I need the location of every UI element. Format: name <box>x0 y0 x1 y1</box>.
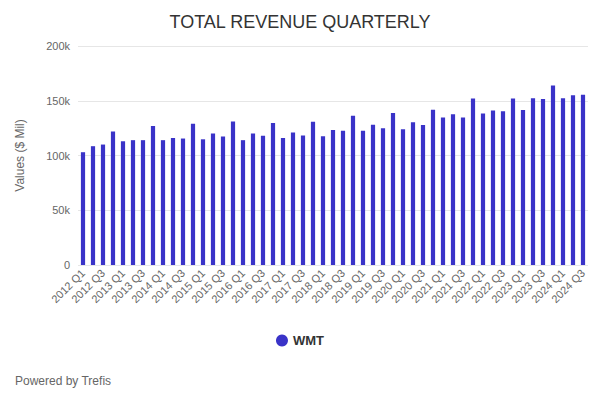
svg-text:2020 Q3: 2020 Q3 <box>388 266 428 306</box>
svg-text:2016 Q3: 2016 Q3 <box>228 266 268 306</box>
svg-text:WMT: WMT <box>293 333 324 348</box>
svg-text:2018 Q1: 2018 Q1 <box>288 266 328 306</box>
svg-text:2022 Q1: 2022 Q1 <box>448 266 488 306</box>
svg-text:2022 Q3: 2022 Q3 <box>468 266 508 306</box>
svg-text:2013 Q1: 2013 Q1 <box>88 266 128 306</box>
svg-text:Powered by Trefis: Powered by Trefis <box>15 374 111 388</box>
svg-text:150k: 150k <box>46 95 70 107</box>
svg-text:2015 Q1: 2015 Q1 <box>168 266 208 306</box>
svg-text:2015 Q3: 2015 Q3 <box>188 266 228 306</box>
svg-text:2024 Q1: 2024 Q1 <box>528 266 568 306</box>
svg-text:50k: 50k <box>52 204 70 216</box>
svg-text:2017 Q1: 2017 Q1 <box>248 266 288 306</box>
svg-text:200k: 200k <box>46 40 70 52</box>
svg-text:0: 0 <box>64 259 70 271</box>
svg-text:2021 Q1: 2021 Q1 <box>408 266 448 306</box>
svg-text:2021 Q3: 2021 Q3 <box>428 266 468 306</box>
svg-text:2014 Q1: 2014 Q1 <box>128 266 168 306</box>
svg-text:TOTAL REVENUE QUARTERLY: TOTAL REVENUE QUARTERLY <box>169 12 430 32</box>
svg-text:2023 Q1: 2023 Q1 <box>488 266 528 306</box>
svg-text:2017 Q3: 2017 Q3 <box>268 266 308 306</box>
svg-text:Values ($ Mil): Values ($ Mil) <box>13 119 27 191</box>
svg-text:2019 Q1: 2019 Q1 <box>328 266 368 306</box>
svg-text:2024 Q3: 2024 Q3 <box>549 267 587 305</box>
svg-text:100k: 100k <box>46 150 70 162</box>
svg-text:2016 Q1: 2016 Q1 <box>208 266 248 306</box>
svg-text:2018 Q3: 2018 Q3 <box>308 266 348 306</box>
svg-text:2012 Q1: 2012 Q1 <box>48 266 88 306</box>
svg-text:2020 Q1: 2020 Q1 <box>368 266 408 306</box>
svg-text:2019 Q3: 2019 Q3 <box>348 266 388 306</box>
svg-text:2012 Q3: 2012 Q3 <box>68 266 108 306</box>
svg-text:2023 Q3: 2023 Q3 <box>508 266 548 306</box>
svg-text:2013 Q3: 2013 Q3 <box>108 266 148 306</box>
svg-text:2014 Q3: 2014 Q3 <box>148 266 188 306</box>
